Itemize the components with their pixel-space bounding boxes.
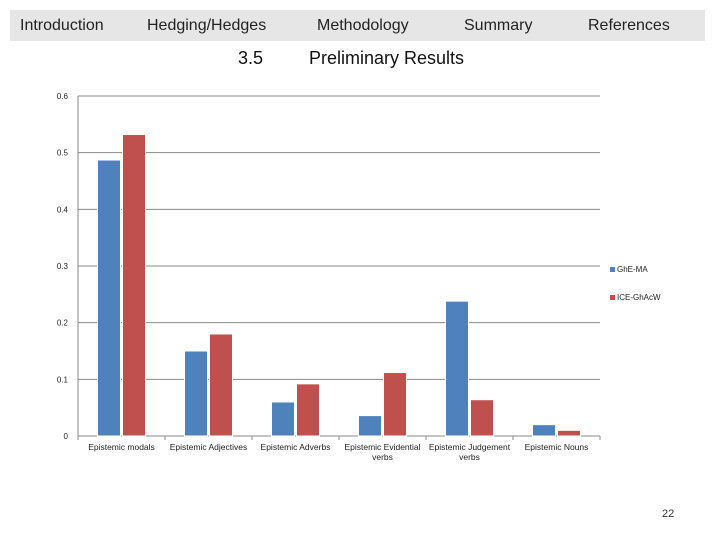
bar-ice-ghacw xyxy=(383,372,407,437)
y-tick-label: 0.4 xyxy=(57,205,69,214)
x-category-label: Epistemic Evidential xyxy=(344,442,420,452)
nav-bar: Introduction Hedging/Hedges Methodology … xyxy=(10,10,705,41)
y-tick-label: 0.3 xyxy=(57,262,69,271)
x-category-label: verbs xyxy=(372,452,393,462)
y-tick-label: 0.2 xyxy=(57,319,69,328)
bar-ghe-ma xyxy=(271,401,295,437)
legend-label: ICE-GhAcW xyxy=(617,293,661,302)
x-category-label: Epistemic Judgement xyxy=(429,442,511,452)
bar-ice-ghacw xyxy=(296,383,320,437)
nav-references[interactable]: References xyxy=(588,17,670,34)
page-number: 22 xyxy=(662,508,675,520)
legend-swatch xyxy=(610,267,615,272)
bar-ghe-ma xyxy=(445,300,469,437)
legend-swatch xyxy=(610,295,615,300)
bar-ghe-ma xyxy=(184,350,208,437)
bar-ice-ghacw xyxy=(557,429,581,437)
x-category-label: Epistemic modals xyxy=(88,442,155,452)
bar-ghe-ma xyxy=(532,424,556,437)
bar-ice-ghacw xyxy=(122,134,146,437)
x-category-label: Epistemic Adverbs xyxy=(261,442,331,452)
bar-ghe-ma xyxy=(97,159,121,437)
y-tick-label: 0.5 xyxy=(57,149,69,158)
section-number: 3.5 xyxy=(238,48,264,68)
bar-ice-ghacw xyxy=(470,399,494,437)
legend-label: GhE-MA xyxy=(617,265,648,274)
x-category-label: verbs xyxy=(459,452,480,462)
nav-methodology[interactable]: Methodology xyxy=(317,17,409,34)
page-title: Preliminary Results xyxy=(309,48,465,68)
y-tick-label: 0.1 xyxy=(57,375,69,384)
bar-ghe-ma xyxy=(358,415,382,437)
nav-summary[interactable]: Summary xyxy=(464,17,533,34)
y-tick-label: 0 xyxy=(64,432,69,441)
nav-introduction[interactable]: Introduction xyxy=(20,17,104,34)
bar-ice-ghacw xyxy=(209,333,233,437)
nav-hedging[interactable]: Hedging/Hedges xyxy=(147,17,267,34)
y-tick-label: 0.6 xyxy=(57,92,69,101)
x-category-label: Epistemic Adjectives xyxy=(170,442,247,452)
x-category-label: Epistemic Nouns xyxy=(525,442,589,452)
